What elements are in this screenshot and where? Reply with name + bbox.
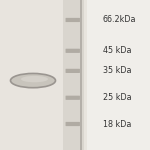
Text: 25 kDa: 25 kDa (103, 93, 131, 102)
Ellipse shape (21, 76, 48, 82)
Bar (87, 0, 150, 150)
Ellipse shape (11, 74, 56, 88)
Text: 18 kDa: 18 kDa (103, 120, 131, 129)
Text: 35 kDa: 35 kDa (103, 66, 131, 75)
FancyBboxPatch shape (66, 18, 80, 22)
FancyBboxPatch shape (66, 69, 80, 73)
FancyBboxPatch shape (66, 49, 80, 53)
Bar (63, 0, 84, 150)
Text: 45 kDa: 45 kDa (103, 46, 131, 55)
Text: 66.2kDa: 66.2kDa (103, 15, 136, 24)
FancyBboxPatch shape (66, 96, 80, 100)
FancyBboxPatch shape (66, 122, 80, 126)
